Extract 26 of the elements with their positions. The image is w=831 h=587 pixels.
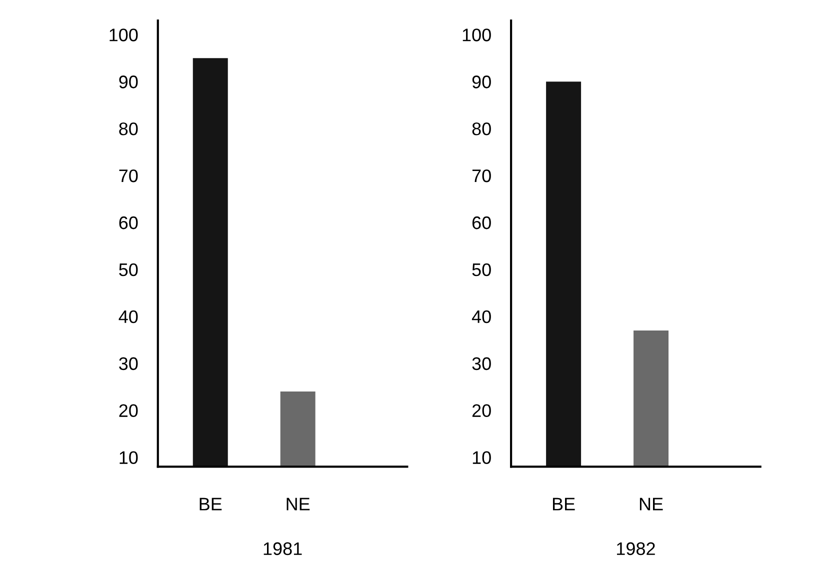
y-tick-label: 20 <box>472 404 491 418</box>
y-tick-label: 20 <box>119 404 138 418</box>
y-tick-label: 60 <box>119 216 138 230</box>
y-tick-label: 40 <box>472 310 491 324</box>
y-tick-label: 100 <box>110 28 138 42</box>
y-tick-label: 50 <box>119 263 138 276</box>
y-tick-label: 70 <box>119 169 138 182</box>
y-tick-label: 10 <box>472 451 491 464</box>
y-tick-label: 60 <box>472 216 491 230</box>
x-tick-label: NE <box>286 498 310 510</box>
y-tick-label: 80 <box>472 122 491 136</box>
y-tick-label: 100 <box>462 28 491 42</box>
y-tick-label: 70 <box>472 169 491 182</box>
x-axis-title: 1981 <box>264 542 302 556</box>
y-tick-label: 50 <box>472 263 491 276</box>
x-axis-title: 1982 <box>617 542 655 556</box>
x-tick-label: NE <box>640 498 663 510</box>
y-tick-label: 40 <box>118 310 138 324</box>
x-tick-label: BE <box>552 498 575 510</box>
y-tick-label: 10 <box>120 451 138 464</box>
y-tick-label: 90 <box>472 76 491 88</box>
y-tick-label: 80 <box>119 122 138 136</box>
y-tick-label: 30 <box>119 357 138 370</box>
y-tick-label: 30 <box>472 357 491 370</box>
x-tick-label: BE <box>200 498 222 510</box>
y-tick-label: 90 <box>119 76 138 88</box>
